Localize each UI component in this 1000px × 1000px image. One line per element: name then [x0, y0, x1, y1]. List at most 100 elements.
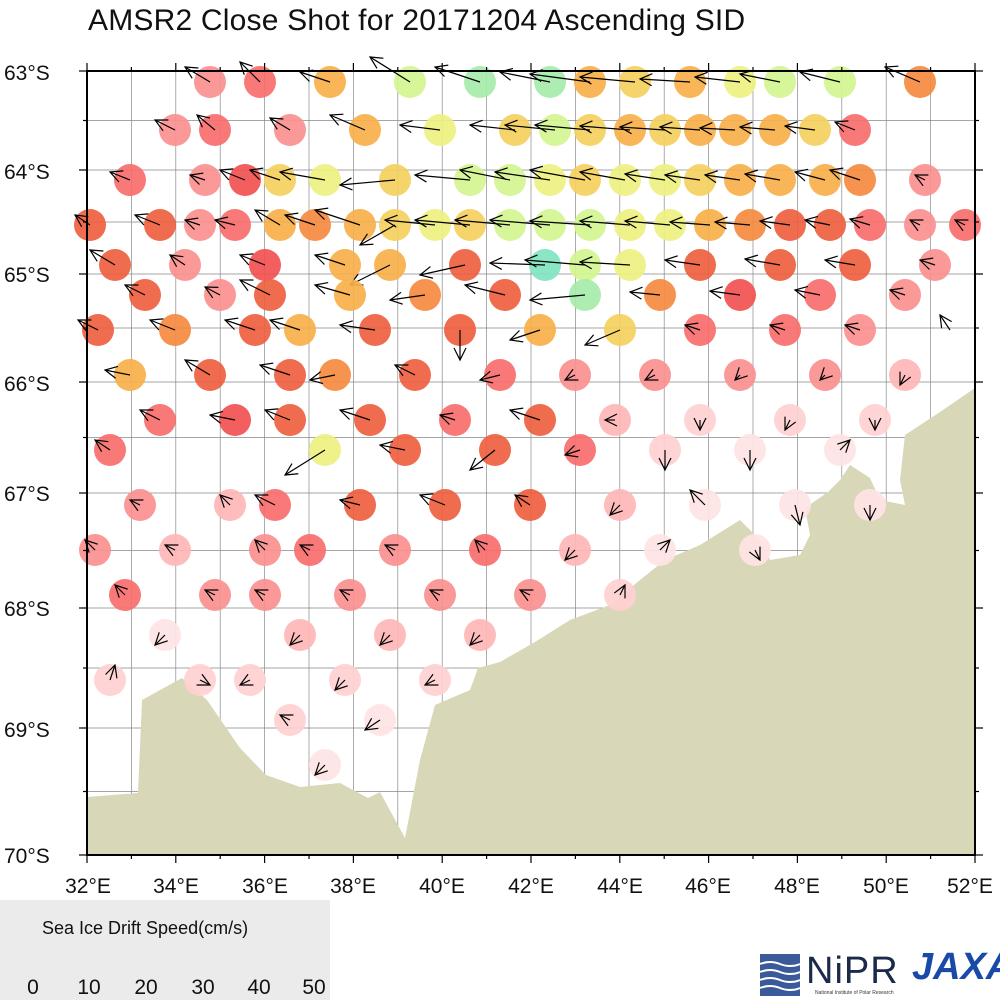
vector-shaft — [784, 125, 816, 131]
vector-head — [183, 66, 199, 79]
vector-head — [453, 214, 468, 228]
drift-vector — [918, 249, 951, 281]
vector-shaft — [204, 589, 216, 596]
drift-vector — [109, 579, 141, 611]
vector-head — [418, 266, 434, 279]
drift-vector — [199, 579, 231, 611]
drift-vector — [418, 489, 461, 521]
vector-head — [843, 322, 859, 335]
drift-vector — [604, 579, 636, 611]
drift-vector — [159, 534, 191, 566]
vector-head — [313, 252, 329, 265]
vector-shaft — [579, 171, 626, 181]
drift-vector — [779, 489, 811, 527]
vector-shaft — [664, 174, 701, 181]
vector-shaft — [479, 374, 501, 381]
vector-head — [939, 313, 952, 329]
vector-shaft — [279, 714, 291, 721]
vector-head — [153, 119, 169, 132]
vector-shaft — [579, 125, 631, 131]
lon-label-32e: 32°E — [65, 875, 111, 898]
drift-vector — [258, 359, 306, 391]
vector-shaft — [794, 171, 826, 181]
drift-vector — [468, 114, 531, 146]
vector-shaft — [509, 409, 541, 421]
vector-head — [468, 119, 483, 133]
drift-vector — [253, 209, 296, 241]
vector-head — [379, 632, 393, 646]
vector-head — [837, 439, 851, 453]
vector-shaft — [204, 286, 221, 296]
drift-vector — [308, 359, 351, 391]
vector-head — [583, 334, 599, 347]
vector-head — [298, 544, 314, 557]
vector-shaft — [784, 419, 791, 431]
vector-head — [213, 216, 229, 230]
drift-vector — [889, 359, 921, 391]
vector-shaft — [744, 258, 781, 266]
vector-head — [693, 71, 708, 85]
drift-vector — [138, 404, 176, 436]
lon-label-48e: 48°E — [774, 875, 820, 898]
vector-shaft — [209, 414, 236, 421]
vector-head — [253, 209, 269, 222]
drift-vector — [239, 61, 276, 98]
lon-label-44e: 44°E — [597, 875, 643, 898]
drift-vector — [684, 404, 716, 436]
drift-vector — [533, 114, 606, 146]
lat-label-63s: 63°S — [4, 62, 50, 85]
vector-shaft — [464, 284, 506, 296]
drift-vector — [253, 489, 291, 521]
drift-vector — [309, 749, 341, 781]
vector-shaft — [334, 679, 346, 691]
vector-head — [93, 439, 109, 452]
vector-head — [563, 445, 579, 458]
vector-shaft — [379, 444, 406, 451]
drift-vector — [578, 66, 651, 98]
drift-vector — [939, 313, 952, 331]
lon-label-42e: 42°E — [508, 875, 554, 898]
drift-vector — [464, 619, 496, 651]
vector-shaft — [314, 284, 351, 296]
vector-shaft — [429, 589, 441, 596]
drift-vector — [368, 56, 426, 98]
vector-head — [823, 255, 838, 269]
vector-head — [609, 502, 623, 516]
vector-shaft — [759, 220, 791, 226]
vector-shaft — [624, 173, 666, 181]
drift-vector — [563, 434, 596, 466]
vector-head — [254, 539, 268, 553]
vector-head — [338, 177, 353, 191]
legend-tick-50: 50 — [302, 976, 326, 999]
drift-vector — [283, 209, 331, 241]
vector-head — [338, 407, 354, 420]
drift-vector — [249, 579, 281, 611]
vector-shaft — [299, 544, 311, 551]
vector-shaft — [279, 171, 326, 181]
vector-shaft — [884, 66, 921, 83]
vector-shaft — [224, 319, 256, 331]
drift-vector — [313, 279, 366, 311]
vector-head — [658, 121, 673, 135]
drift-vector — [278, 164, 341, 196]
drift-vector — [468, 434, 511, 471]
vector-shaft — [124, 284, 146, 296]
vector-head — [793, 168, 809, 182]
vector-head — [819, 367, 833, 381]
vector-shaft — [394, 364, 416, 376]
vector-shaft — [609, 504, 621, 516]
vector-shaft — [249, 169, 281, 181]
drift-vector — [604, 489, 636, 521]
vector-head — [268, 117, 284, 130]
vector-shaft — [219, 169, 246, 181]
drift-vector — [738, 114, 791, 146]
vector-shaft — [94, 439, 111, 451]
vector-head — [218, 168, 234, 181]
drift-vector — [559, 359, 591, 391]
vector-shaft — [289, 634, 301, 646]
lat-label-70s: 70°S — [4, 845, 50, 868]
vector-shaft — [564, 449, 581, 456]
vector-head — [469, 632, 483, 646]
vector-head — [328, 113, 344, 126]
vector-shaft — [564, 374, 576, 381]
